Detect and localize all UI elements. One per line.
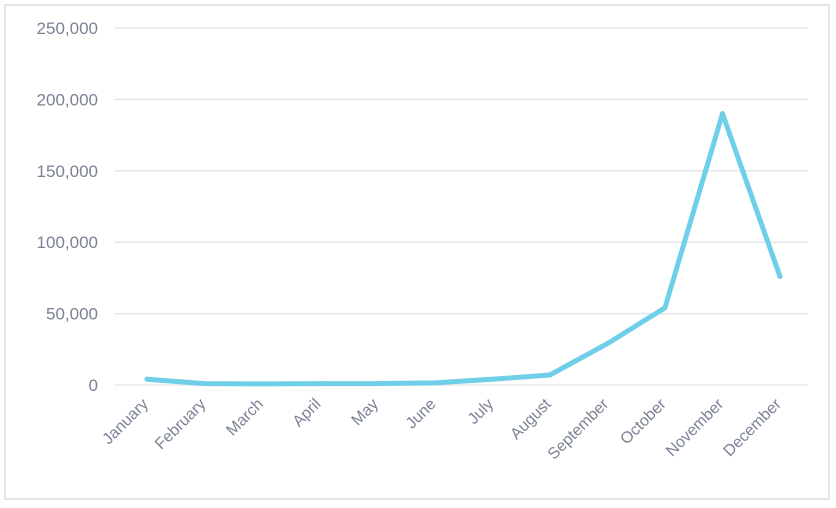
x-tick-label: June bbox=[403, 396, 440, 433]
x-tick-label: November bbox=[663, 395, 728, 460]
data-point bbox=[317, 381, 323, 387]
y-tick-label: 200,000 bbox=[37, 90, 98, 109]
data-point bbox=[662, 305, 668, 311]
data-point bbox=[489, 376, 495, 382]
x-tick-label: September bbox=[545, 395, 613, 463]
x-tick-label: March bbox=[223, 396, 266, 439]
y-tick-label: 0 bbox=[89, 376, 98, 395]
data-point bbox=[777, 273, 783, 279]
data-point bbox=[604, 341, 610, 347]
data-point bbox=[144, 376, 150, 382]
chart-frame bbox=[4, 4, 830, 500]
x-tick-label: February bbox=[152, 396, 209, 453]
x-tick-label: July bbox=[465, 396, 497, 428]
data-point bbox=[202, 381, 208, 387]
y-axis-ticks: 0 50,000 100,000 150,000 200,000 250,000 bbox=[37, 19, 98, 395]
x-tick-label: May bbox=[349, 396, 382, 429]
data-point bbox=[547, 372, 553, 378]
x-tick-label: April bbox=[290, 396, 325, 431]
data-point bbox=[719, 111, 725, 117]
data-point bbox=[259, 381, 265, 387]
y-tick-label: 150,000 bbox=[37, 162, 98, 181]
y-tick-label: 100,000 bbox=[37, 233, 98, 252]
data-point bbox=[432, 380, 438, 386]
series-layer bbox=[144, 111, 783, 387]
gridlines bbox=[115, 27, 808, 386]
x-axis-ticks: January February March April May June July Augu… bbox=[100, 395, 786, 463]
data-point bbox=[374, 381, 380, 387]
series-line bbox=[144, 111, 783, 387]
y-tick-label: 250,000 bbox=[37, 19, 98, 38]
x-tick-label: October bbox=[617, 395, 670, 448]
x-tick-label: August bbox=[507, 395, 555, 443]
x-tick-label: December bbox=[721, 395, 786, 460]
x-tick-label: January bbox=[100, 396, 152, 448]
y-tick-label: 50,000 bbox=[46, 305, 98, 324]
